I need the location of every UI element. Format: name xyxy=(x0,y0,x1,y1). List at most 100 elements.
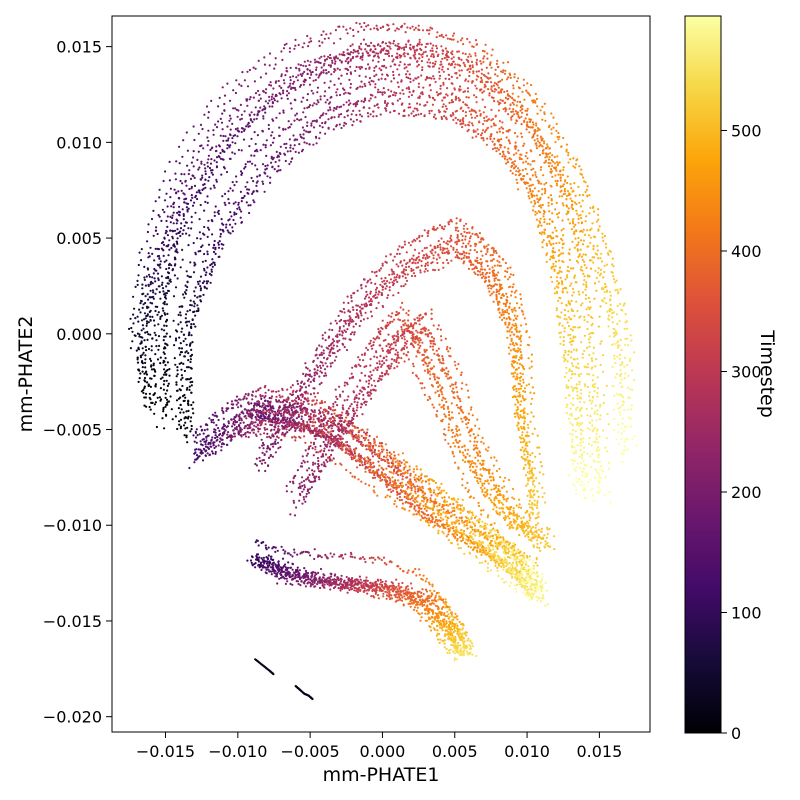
scatter-point-2600 xyxy=(450,99,453,102)
scatter-point-1399 xyxy=(589,489,592,492)
scatter-point-469 xyxy=(268,95,271,98)
scatter-point-701 xyxy=(145,405,148,408)
scatter-point-3360 xyxy=(190,424,193,428)
scatter-point-566 xyxy=(150,349,153,352)
scatter-point-3159 xyxy=(465,104,469,107)
scatter-point-2405 xyxy=(191,204,195,207)
scatter-point-1158 xyxy=(202,147,205,150)
scatter-point-3004 xyxy=(374,83,377,86)
scatter-point-2247 xyxy=(163,346,166,349)
scatter-point-1647 xyxy=(560,229,563,232)
scatter-point-2563 xyxy=(278,134,281,137)
scatter-point-1025 xyxy=(226,82,229,85)
scatter-point-549 xyxy=(618,357,621,360)
scatter-point-3622 xyxy=(564,351,567,354)
scatter-point-2237 xyxy=(600,464,603,467)
scatter-point-1679 xyxy=(592,499,596,503)
scatter-point-1917 xyxy=(553,166,556,169)
scatter-point-1747 xyxy=(416,60,419,63)
scatter-point-3699 xyxy=(360,115,364,118)
scatter-point-4961 xyxy=(395,466,398,470)
scatter-point-2656 xyxy=(570,458,574,461)
scatter-point-815 xyxy=(592,248,595,251)
scatter-point-2232 xyxy=(595,419,598,422)
scatter-point-392 xyxy=(577,214,580,217)
scatter-point-367 xyxy=(472,72,475,75)
scatter-point-466 xyxy=(250,111,253,114)
scatter-point-1636 xyxy=(531,160,534,163)
scatter-point-111 xyxy=(577,185,580,188)
scatter-point-845 xyxy=(150,365,153,368)
scatter-point-699 xyxy=(627,437,630,440)
scatter-point-3570 xyxy=(407,106,410,109)
scatter-point-263 xyxy=(623,302,626,305)
scatter-point-855 xyxy=(151,302,154,305)
scatter-point-1378 xyxy=(575,300,578,303)
scatter-point-3348 xyxy=(572,397,575,400)
scatter-point-978 xyxy=(631,438,634,441)
scatter-point-555 xyxy=(618,411,621,414)
scatter-point-1635 xyxy=(524,155,527,158)
scatter-point-2956 xyxy=(185,289,188,292)
scatter-point-2357 xyxy=(583,279,586,282)
scatter-point-3573 xyxy=(423,104,426,107)
scatter-point-868 xyxy=(177,213,180,216)
scatter-point-3547 xyxy=(299,135,302,138)
scatter-point-1020 xyxy=(203,113,206,116)
scatter-point-1325 xyxy=(388,54,391,58)
scatter-point-811 xyxy=(580,216,583,220)
scatter-point-2663 xyxy=(185,410,188,413)
scatter-point-4584 xyxy=(492,527,495,530)
scatter-point-4606 xyxy=(524,563,527,566)
scatter-point-828 xyxy=(618,353,622,356)
scatter-point-3530 xyxy=(227,219,230,222)
scatter-point-3630 xyxy=(570,414,573,417)
scatter-point-1113 xyxy=(614,376,617,379)
scatter-point-2185 xyxy=(497,81,500,84)
scatter-point-1406 xyxy=(150,368,154,371)
scatter-point-2960 xyxy=(194,263,197,266)
scatter-point-35 xyxy=(186,149,189,152)
scatter-point-2918 xyxy=(567,324,571,328)
scatter-point-2585 xyxy=(377,88,380,91)
scatter-point-2486 xyxy=(565,198,568,201)
scatter-point-1071 xyxy=(489,62,492,65)
scatter-point-1197 xyxy=(426,54,429,58)
scatter-point-1055 xyxy=(403,22,406,25)
scatter-point-2531 xyxy=(176,330,179,333)
scatter-point-1141 xyxy=(147,273,151,276)
scatter-point-2457 xyxy=(459,64,462,67)
scatter-point-543 xyxy=(608,310,612,313)
scatter-point-3249 xyxy=(220,218,223,221)
scatter-point-1040 xyxy=(320,33,323,37)
scatter-point-2502 xyxy=(589,336,592,339)
scatter-point-3598 xyxy=(516,188,520,191)
scatter-point-3494 xyxy=(579,444,583,447)
scatter-point-887 xyxy=(262,90,265,93)
scatter-point-3336 xyxy=(558,296,561,299)
scatter-point-807 xyxy=(570,187,573,190)
scatter-point-840 xyxy=(154,401,157,404)
scatter-point-2018 xyxy=(361,54,364,57)
scatter-point-1748 xyxy=(417,63,420,66)
scatter-point-4971 xyxy=(413,485,416,488)
scatter-point-530 xyxy=(575,203,578,206)
scatter-point-2701 xyxy=(278,159,281,162)
scatter-point-1595 xyxy=(339,82,342,85)
scatter-point-3507 xyxy=(181,376,184,379)
scatter-point-3690 xyxy=(321,126,324,129)
scatter-point-1177 xyxy=(313,58,316,61)
scatter-point-3485 xyxy=(577,367,580,370)
scatter-point-315 xyxy=(183,173,186,176)
scatter-point-3416 xyxy=(352,103,355,106)
scatter-point-3086 xyxy=(191,380,194,383)
scatter-point-4532 xyxy=(369,442,372,445)
scatter-point-3592 xyxy=(501,155,504,158)
scatter-point-3396 xyxy=(263,171,266,174)
scatter-point-2942 xyxy=(179,403,182,406)
scatter-point-3334 xyxy=(556,280,559,283)
scatter-point-1270 xyxy=(152,319,156,322)
scatter-point-2996 xyxy=(336,88,339,91)
scatter-point-2861 xyxy=(372,115,375,118)
scatter-point-3731 xyxy=(506,161,510,164)
